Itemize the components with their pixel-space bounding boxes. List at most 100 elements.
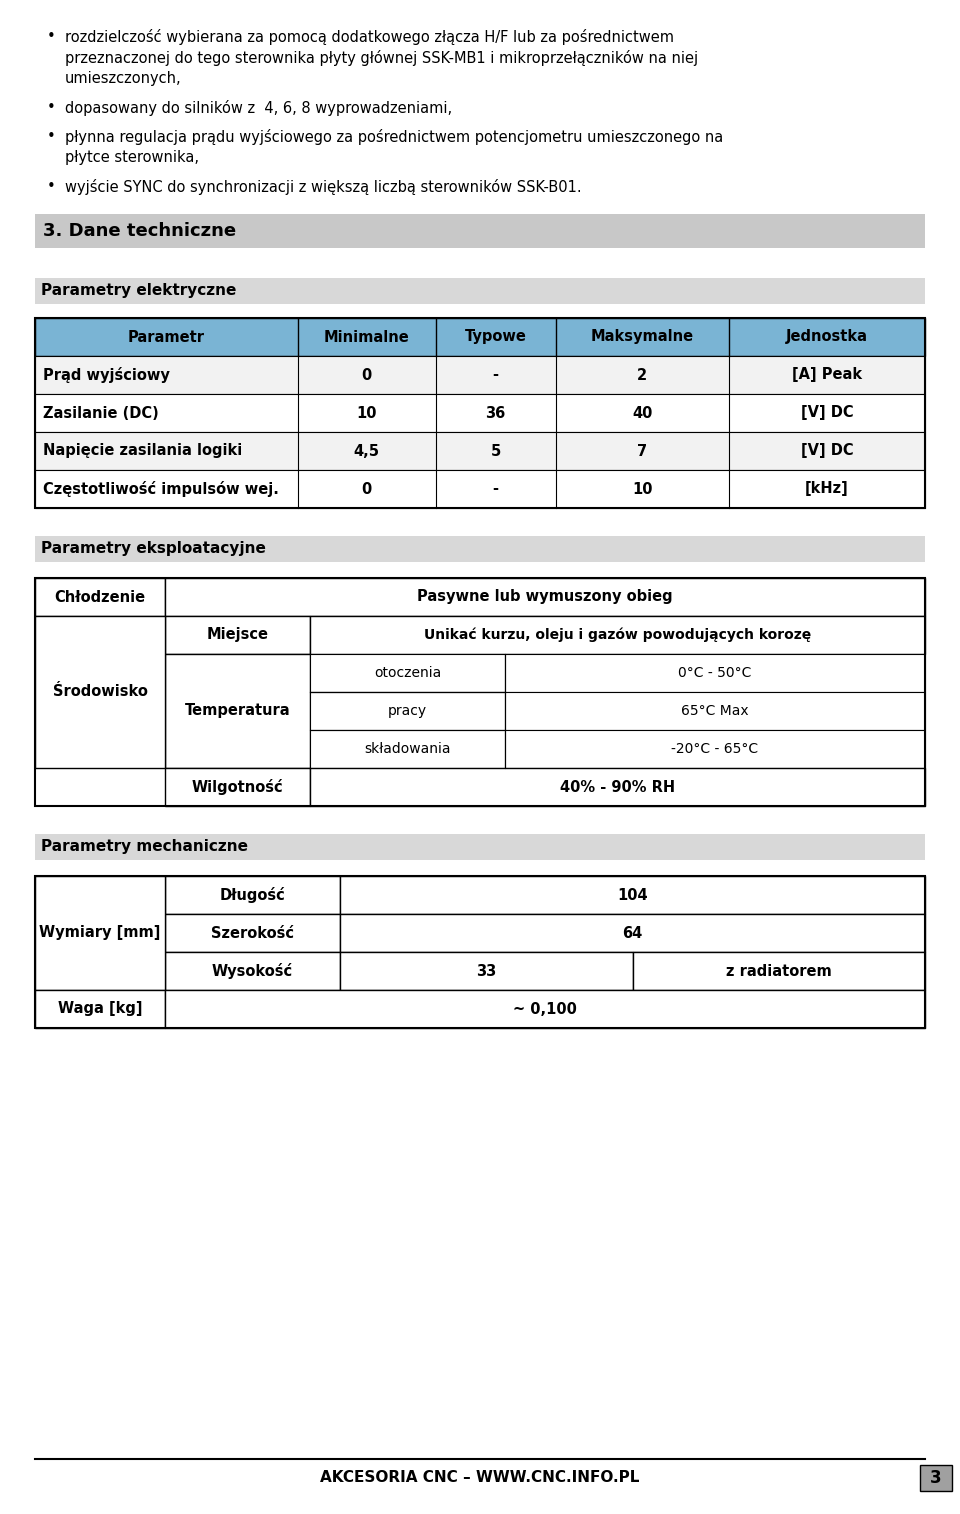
Text: otoczenia: otoczenia: [373, 666, 442, 680]
Text: 3: 3: [930, 1469, 942, 1487]
Bar: [165, 952, 340, 990]
Text: Minimalne: Minimalne: [324, 330, 409, 345]
Text: Długość: Długość: [220, 887, 285, 902]
Text: Szerokość: Szerokość: [211, 925, 294, 940]
Text: 2: 2: [637, 368, 647, 383]
Text: wyjście SYNC do synchronizacji z większą liczbą sterowników SSK-B01.: wyjście SYNC do synchronizacji z większą…: [65, 179, 582, 195]
Bar: [633, 952, 925, 990]
Bar: [35, 394, 925, 431]
Bar: [35, 578, 165, 616]
Text: Chłodzenie: Chłodzenie: [55, 589, 146, 604]
Text: •: •: [47, 100, 56, 115]
Text: Jednostka: Jednostka: [786, 330, 868, 345]
Text: Parametr: Parametr: [128, 330, 204, 345]
Bar: [340, 914, 925, 952]
Text: Parametry elektryczne: Parametry elektryczne: [41, 283, 236, 298]
Bar: [165, 914, 340, 952]
Text: 10: 10: [356, 406, 376, 421]
Bar: [310, 730, 505, 768]
Text: 5: 5: [491, 444, 501, 459]
Text: płynna regulacja prądu wyjściowego za pośrednictwem potencjometru umieszczonego : płynna regulacja prądu wyjściowego za po…: [65, 129, 723, 145]
Bar: [35, 318, 925, 509]
Text: 0: 0: [361, 481, 372, 497]
Text: 0°C - 50°C: 0°C - 50°C: [679, 666, 752, 680]
Bar: [505, 654, 925, 692]
Text: dopasowany do silników z  4, 6, 8 wyprowadzeniami,: dopasowany do silników z 4, 6, 8 wyprowa…: [65, 100, 452, 117]
Text: -: -: [492, 368, 498, 383]
Text: Środowisko: Środowisko: [53, 684, 148, 699]
Text: 10: 10: [633, 481, 653, 497]
Text: 40: 40: [633, 406, 653, 421]
Bar: [35, 279, 925, 304]
Text: rozdzielczość wybierana za pomocą dodatkowego złącza H/F lub za pośrednictwem: rozdzielczość wybierana za pomocą dodatk…: [65, 29, 674, 45]
Text: Waga [kg]: Waga [kg]: [58, 1001, 142, 1016]
Text: Wilgotność: Wilgotność: [192, 780, 283, 795]
Bar: [165, 578, 925, 616]
Text: płytce sterownika,: płytce sterownika,: [65, 150, 199, 165]
Bar: [35, 990, 165, 1028]
Text: Częstotliwość impulsów wej.: Częstotliwość impulsów wej.: [43, 481, 278, 497]
Text: ~ 0,100: ~ 0,100: [513, 1001, 577, 1016]
Text: 40% - 90% RH: 40% - 90% RH: [560, 780, 675, 795]
Bar: [310, 616, 925, 654]
Text: Miejsce: Miejsce: [206, 627, 269, 642]
Bar: [920, 1466, 952, 1491]
Text: Typowe: Typowe: [465, 330, 526, 345]
Text: •: •: [47, 179, 56, 194]
Bar: [310, 692, 505, 730]
Bar: [165, 990, 925, 1028]
Text: składowania: składowania: [364, 742, 451, 755]
Text: [V] DC: [V] DC: [801, 444, 853, 459]
Text: 7: 7: [637, 444, 647, 459]
Text: Prąd wyjściowy: Prąd wyjściowy: [43, 366, 170, 383]
Bar: [35, 877, 925, 1028]
Bar: [35, 616, 165, 768]
Text: Temperatura: Temperatura: [184, 704, 290, 719]
Text: Wymiary [mm]: Wymiary [mm]: [39, 925, 160, 940]
Bar: [505, 730, 925, 768]
Text: -: -: [492, 481, 498, 497]
Bar: [35, 578, 925, 805]
Text: Zasilanie (DC): Zasilanie (DC): [43, 406, 158, 421]
Bar: [35, 469, 925, 509]
Text: [A] Peak: [A] Peak: [792, 368, 862, 383]
Text: z radiatorem: z radiatorem: [726, 963, 831, 978]
Bar: [35, 536, 925, 562]
Text: AKCESORIA CNC – WWW.CNC.INFO.PL: AKCESORIA CNC – WWW.CNC.INFO.PL: [321, 1470, 639, 1485]
Text: umieszczonych,: umieszczonych,: [65, 71, 181, 86]
Bar: [165, 877, 340, 914]
Text: Maksymalne: Maksymalne: [590, 330, 694, 345]
Text: 65°C Max: 65°C Max: [682, 704, 749, 718]
Bar: [340, 877, 925, 914]
Text: •: •: [47, 129, 56, 144]
Text: 0: 0: [361, 368, 372, 383]
Text: [kHz]: [kHz]: [805, 481, 849, 497]
Bar: [35, 318, 925, 356]
Text: 36: 36: [486, 406, 506, 421]
Text: -20°C - 65°C: -20°C - 65°C: [671, 742, 758, 755]
Text: 3. Dane techniczne: 3. Dane techniczne: [43, 223, 236, 241]
Bar: [340, 952, 633, 990]
Text: Parametry eksploatacyjne: Parametry eksploatacyjne: [41, 542, 266, 557]
Text: •: •: [47, 29, 56, 44]
Bar: [505, 692, 925, 730]
Text: Wysokość: Wysokość: [212, 963, 293, 980]
Text: Unikać kurzu, oleju i gazów powodujących korozę: Unikać kurzu, oleju i gazów powodujących…: [424, 628, 811, 642]
Bar: [165, 768, 310, 805]
Text: 4,5: 4,5: [353, 444, 379, 459]
Bar: [310, 768, 925, 805]
Bar: [310, 654, 505, 692]
Text: 64: 64: [622, 925, 642, 940]
Text: 104: 104: [617, 887, 648, 902]
Text: Pasywne lub wymuszony obieg: Pasywne lub wymuszony obieg: [418, 589, 673, 604]
Text: Parametry mechaniczne: Parametry mechaniczne: [41, 839, 248, 854]
Text: przeznaczonej do tego sterownika płyty głównej SSK-MB1 i mikroprzełączników na n: przeznaczonej do tego sterownika płyty g…: [65, 50, 698, 67]
Bar: [35, 213, 925, 248]
Bar: [35, 356, 925, 394]
Text: [V] DC: [V] DC: [801, 406, 853, 421]
Bar: [35, 834, 925, 860]
Bar: [35, 877, 165, 990]
Text: Napięcie zasilania logiki: Napięcie zasilania logiki: [43, 444, 242, 459]
Text: pracy: pracy: [388, 704, 427, 718]
Bar: [165, 654, 310, 768]
